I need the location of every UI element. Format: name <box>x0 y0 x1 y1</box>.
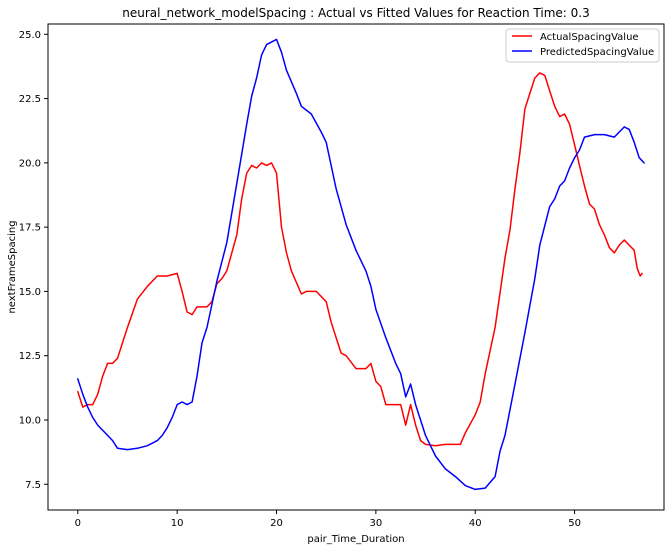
x-tick-label: 30 <box>370 518 383 529</box>
x-tick-label: 50 <box>568 518 581 529</box>
y-axis-label: nextFrameSpacing <box>7 220 18 313</box>
y-tick-label: 15.0 <box>19 287 41 298</box>
y-tick-label: 10.0 <box>19 416 41 427</box>
x-axis-label: pair_Time_Duration <box>307 534 404 545</box>
y-tick-label: 25.0 <box>19 30 41 41</box>
y-tick-label: 22.5 <box>19 94 41 105</box>
y-tick-label: 7.5 <box>25 480 41 491</box>
legend-box <box>505 28 660 63</box>
x-tick-label: 40 <box>469 518 482 529</box>
legend: ActualSpacingValue PredictedSpacingValue <box>505 28 660 63</box>
legend-label-predicted: PredictedSpacingValue <box>540 47 654 58</box>
chart-title: neural_network_modelSpacing : Actual vs … <box>122 6 589 20</box>
series-line-actual <box>77 72 643 447</box>
y-tick-label: 17.5 <box>19 223 41 234</box>
x-axis: 0 10 20 30 40 50 <box>75 510 581 529</box>
y-tick-label: 12.5 <box>19 351 41 362</box>
series-layer <box>77 38 645 491</box>
series-line-predicted <box>77 38 645 491</box>
y-axis: 7.5 10.0 12.5 15.0 17.5 20.0 22.5 25.0 <box>19 30 48 491</box>
y-tick-label: 20.0 <box>19 158 41 169</box>
plot-area <box>48 24 664 510</box>
legend-label-actual: ActualSpacingValue <box>540 32 639 43</box>
x-tick-label: 10 <box>171 518 184 529</box>
x-tick-label: 0 <box>75 518 81 529</box>
x-tick-label: 20 <box>270 518 283 529</box>
plot-frame <box>47 23 665 511</box>
